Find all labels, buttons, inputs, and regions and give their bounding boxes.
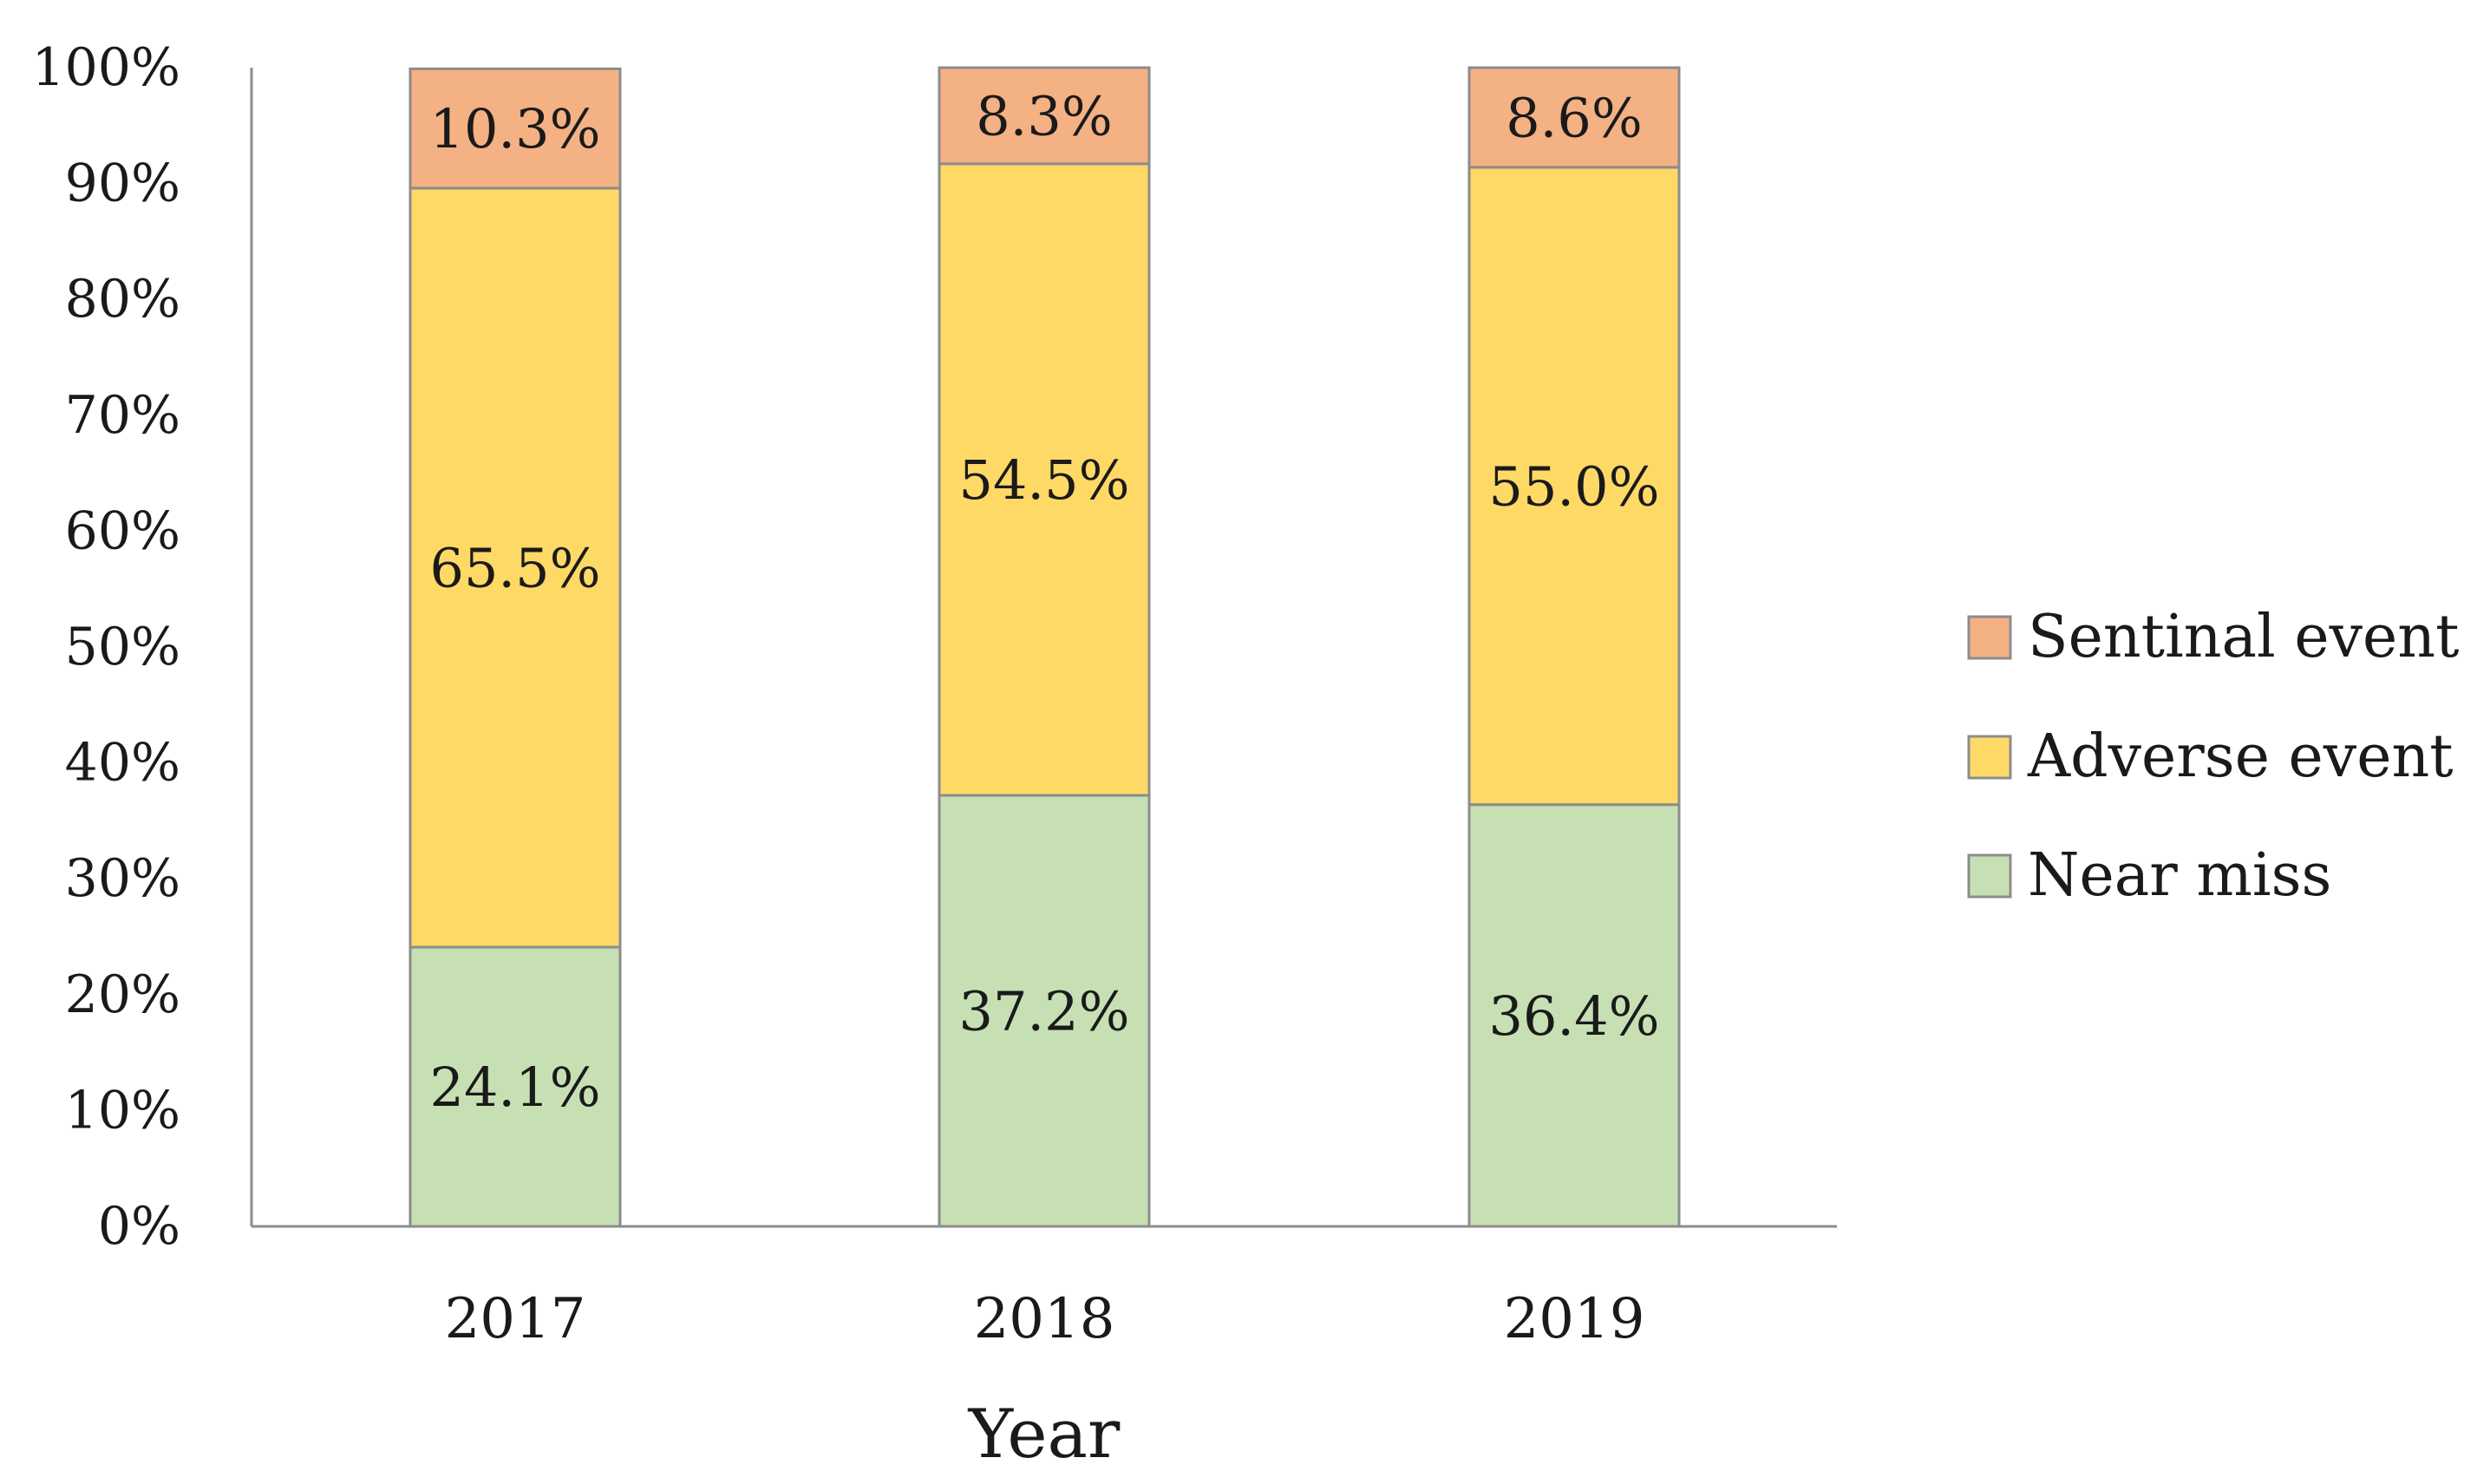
y-tick-label: 10%: [65, 1080, 180, 1141]
bar-segment-adverse-event-2018: [938, 162, 1151, 797]
y-axis-ticks: 0% 10% 20% 30% 40% 50% 60% 70% 80% 90% 100%: [31, 37, 180, 1257]
data-label: 36.4%: [1489, 984, 1660, 1048]
bar-segment-adverse-event-2017: [408, 186, 622, 949]
y-tick-label: 80%: [65, 269, 180, 330]
legend-label: Sentinal event: [2028, 603, 2459, 671]
bar-segment-near-miss-2017: [408, 945, 622, 1228]
data-label: 8.3%: [976, 84, 1113, 147]
y-tick-label: 70%: [65, 385, 180, 446]
y-tick-label: 50%: [65, 617, 180, 677]
y-tick-label: 90%: [65, 154, 180, 214]
x-tick-label: 2019: [1504, 1287, 1645, 1351]
legend-label: Adverse event: [2027, 722, 2454, 791]
data-label: 10.3%: [430, 97, 601, 160]
y-tick-label: 0%: [98, 1196, 180, 1257]
bar-segment-adverse-event-2019: [1467, 166, 1681, 807]
x-tick-label: 2018: [974, 1287, 1115, 1351]
bar-segment-sentinal-event-2018: [938, 66, 1151, 166]
legend: Sentinal event Adverse event Near miss: [1967, 603, 2459, 910]
legend-swatch: [1967, 615, 2012, 660]
data-label: 54.5%: [959, 448, 1130, 512]
bar-segment-sentinal-event-2017: [408, 67, 622, 190]
y-tick-label: 40%: [65, 733, 180, 794]
bar-segment-near-miss-2018: [938, 794, 1151, 1228]
data-label: 65.5%: [430, 536, 601, 599]
y-tick-label: 100%: [31, 37, 180, 98]
data-label: 55.0%: [1489, 454, 1660, 518]
y-tick-label: 20%: [65, 964, 180, 1025]
x-tick-label: 2017: [445, 1287, 586, 1351]
data-label: 8.6%: [1506, 86, 1643, 149]
legend-label: Near miss: [2028, 841, 2331, 910]
x-axis-title: Year: [968, 1396, 1121, 1474]
y-tick-label: 30%: [65, 848, 180, 909]
legend-swatch: [1967, 735, 2012, 780]
bars-group: 24.1% 65.5% 10.3% 37.2% 54.5% 8.3% 36.4% 55.0% 8…: [408, 66, 1681, 1228]
bar-segment-sentinal-event-2019: [1467, 66, 1681, 169]
legend-swatch: [1967, 853, 2012, 899]
data-label: 37.2%: [959, 980, 1130, 1043]
y-tick-label: 60%: [65, 500, 180, 561]
x-axis-ticks: 2017 2018 2019: [445, 1287, 1645, 1351]
data-label: 24.1%: [430, 1056, 601, 1119]
